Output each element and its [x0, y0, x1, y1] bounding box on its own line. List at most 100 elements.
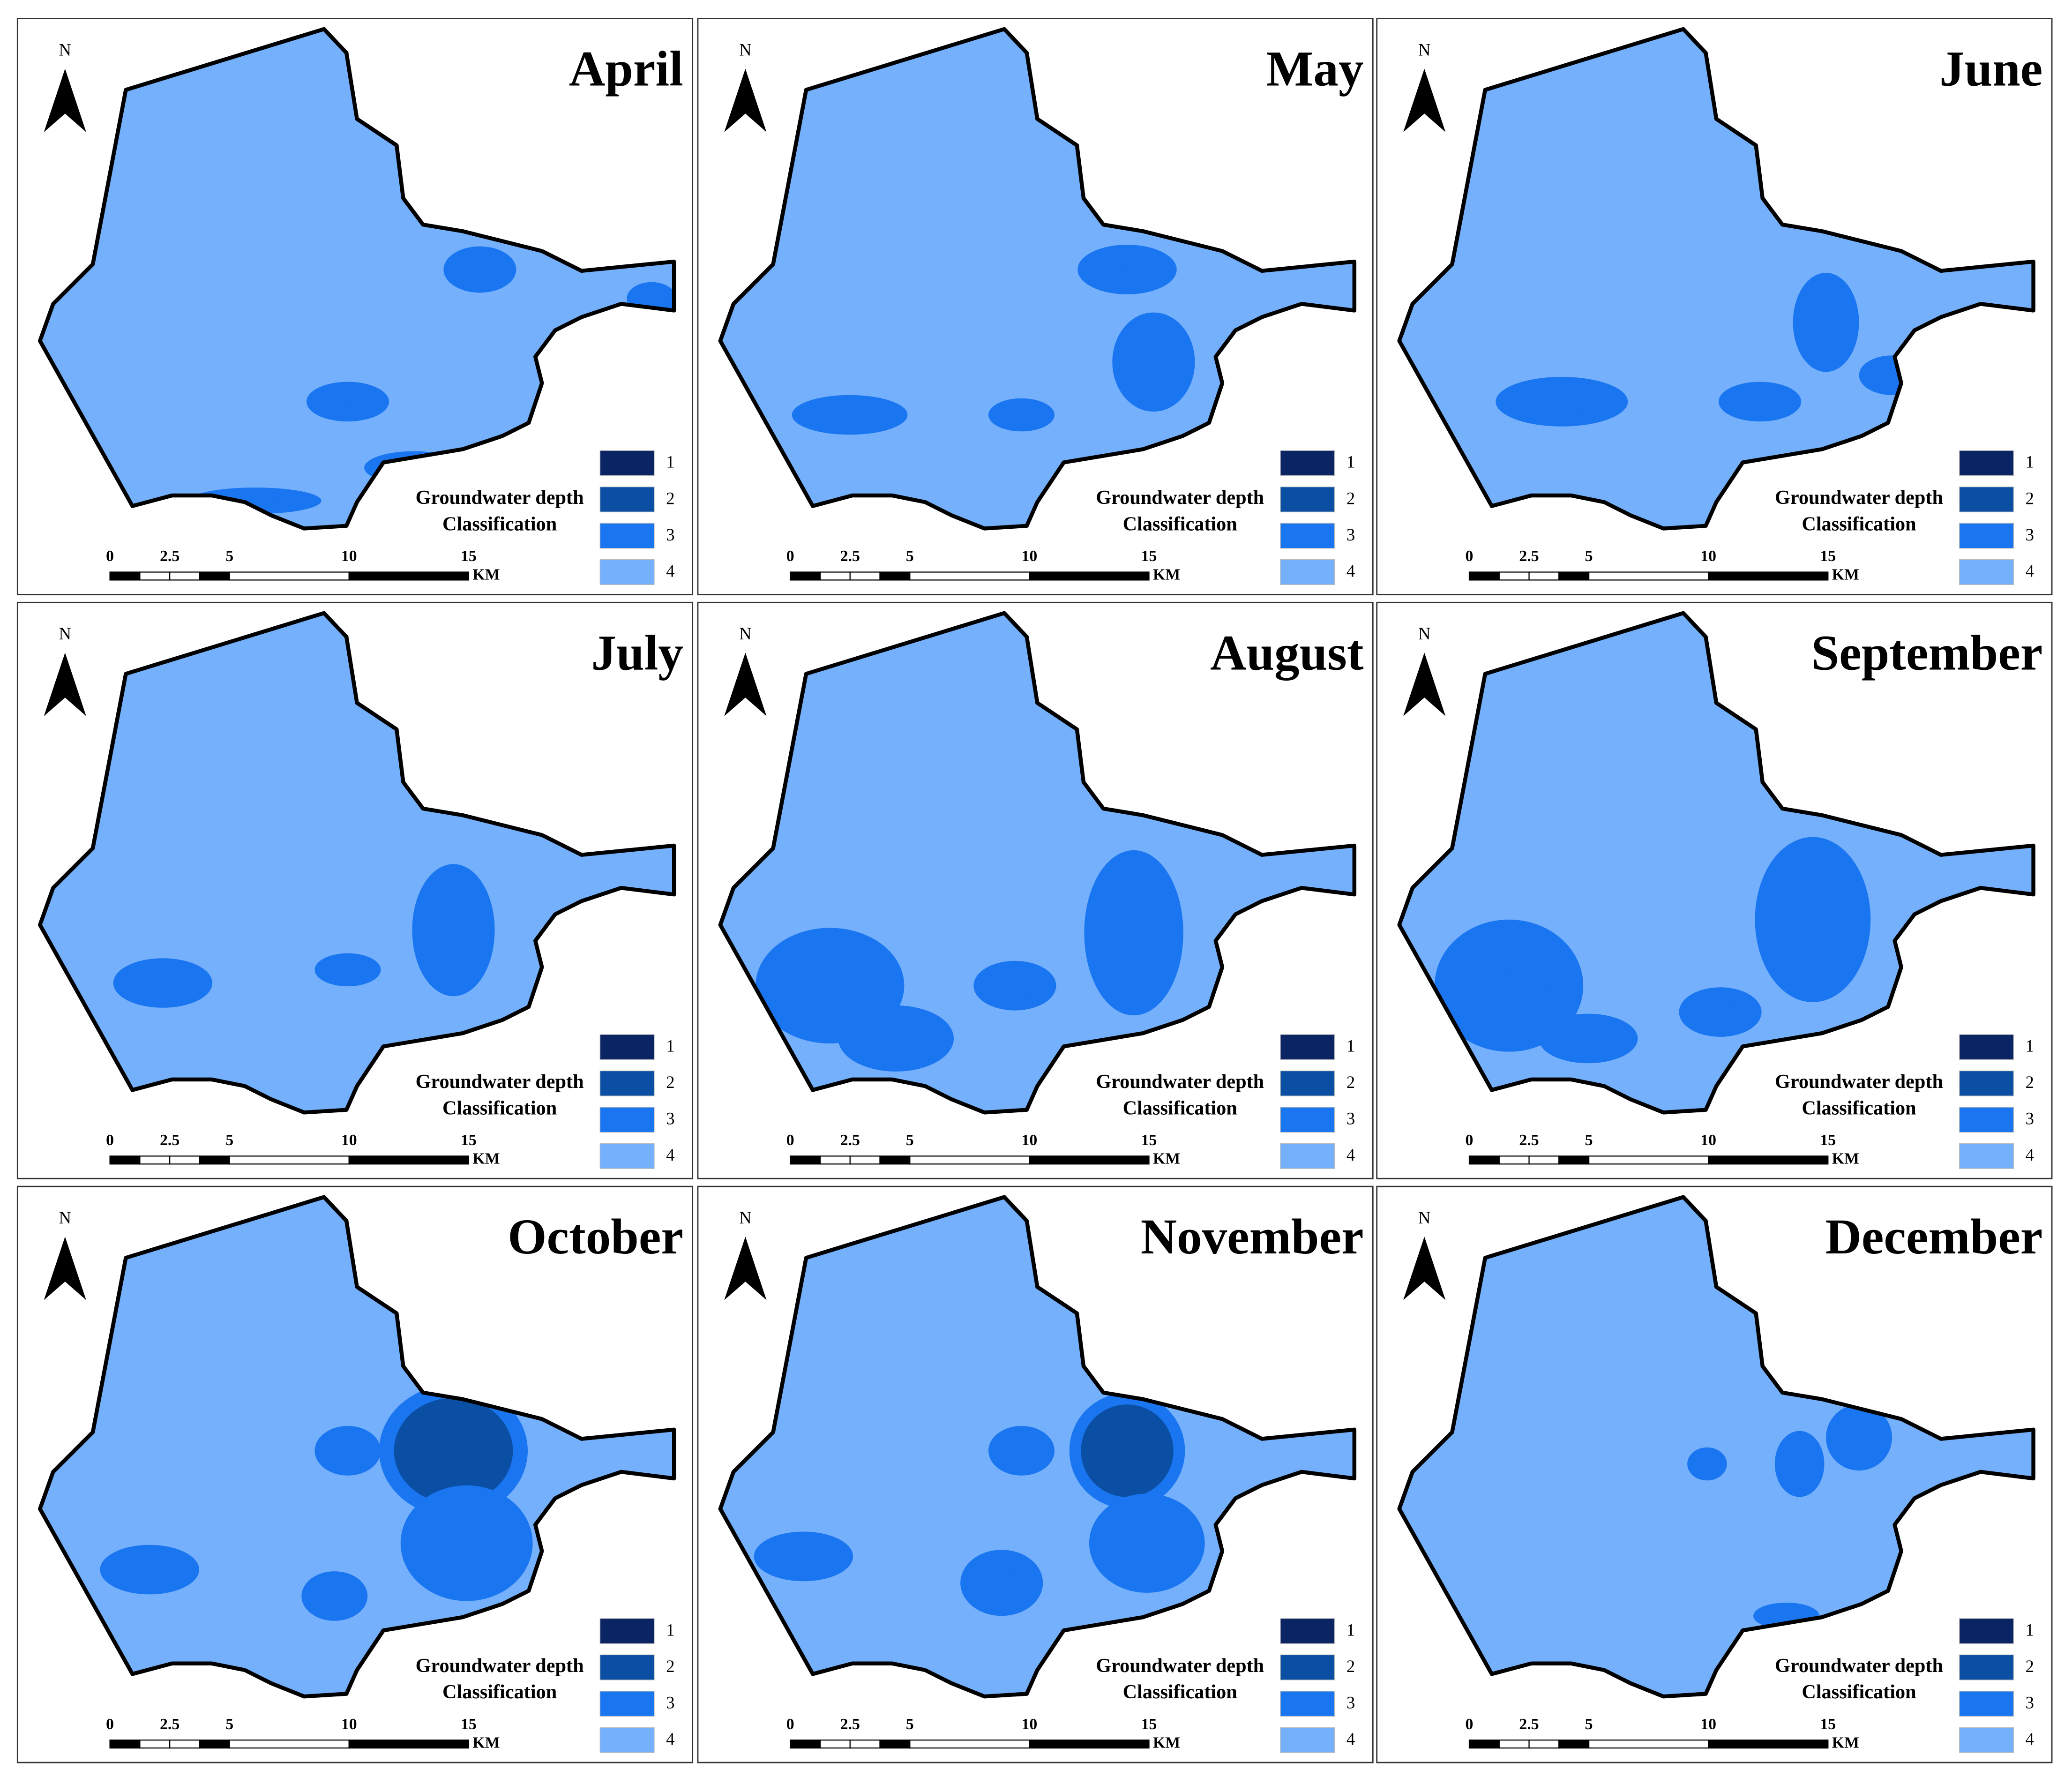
panel-title: June — [1939, 41, 2042, 97]
scale-label: 2.5 — [1519, 1716, 1539, 1733]
legend-label: 3 — [1346, 1109, 1355, 1128]
legend-swatch — [1959, 1143, 2014, 1169]
north-arrow — [724, 68, 767, 132]
legend-title: Groundwater depth — [416, 487, 584, 509]
legend-title: Classification — [442, 1097, 557, 1119]
legend-label: 2 — [1346, 1657, 1355, 1676]
scale-segment — [1528, 571, 1560, 581]
depth-patch — [1130, 906, 1162, 960]
legend-label: 1 — [1346, 1620, 1355, 1639]
scale-segment — [109, 571, 141, 581]
legend-label: 1 — [2026, 452, 2034, 472]
scale-segment — [849, 571, 881, 581]
scale-segment — [348, 1155, 470, 1165]
depth-patch — [799, 1548, 831, 1565]
map-panel: July N 1 2 3 4 Groundwater depth Classification… — [16, 601, 694, 1179]
legend-label: 4 — [2026, 1729, 2034, 1748]
north-label: N — [59, 40, 71, 59]
scale-unit: KM — [472, 566, 500, 584]
map-panel: May N 1 2 3 4 Groundwater depth Classification 0… — [697, 18, 1374, 595]
legend-title: Classification — [1123, 1681, 1237, 1703]
legend-swatch — [599, 486, 655, 512]
boundary — [38, 1195, 676, 1699]
scale-segment — [109, 1155, 141, 1165]
north-arrow — [1403, 1237, 1446, 1300]
legend-title: Groundwater depth — [1096, 487, 1264, 509]
scale-segment — [879, 1740, 911, 1749]
legend-swatch — [599, 1691, 655, 1717]
legend-title: Groundwater depth — [1775, 1655, 1943, 1677]
scale-unit: KM — [1153, 1150, 1180, 1168]
legend-label: 3 — [2026, 1109, 2034, 1128]
depth-patch — [1808, 893, 1845, 946]
legend-swatch — [1959, 1070, 2014, 1096]
scale-label: 0 — [786, 1716, 794, 1733]
scale-unit: KM — [1832, 1150, 1859, 1168]
panel-title: July — [591, 625, 683, 681]
legend-label: 4 — [666, 561, 674, 580]
legend-title: Classification — [1802, 1681, 1916, 1703]
scale-label: 15 — [1820, 548, 1836, 565]
study-area — [40, 29, 674, 529]
legend-swatch — [1959, 486, 2014, 512]
legend-title: Groundwater depth — [416, 1071, 584, 1093]
boundary — [718, 27, 1357, 531]
legend-label: 3 — [2026, 1693, 2034, 1712]
legend-swatch — [1959, 1654, 2014, 1680]
depth-patch — [1717, 1004, 1743, 1020]
legend-title: Groundwater depth — [1096, 1655, 1264, 1677]
depth-patch — [1856, 1427, 1878, 1448]
depth-patch — [394, 1398, 513, 1504]
legend-label: 1 — [1346, 452, 1355, 472]
depth-patch — [1823, 306, 1845, 338]
scale-label: 10 — [1022, 1716, 1038, 1733]
scale-label: 10 — [1700, 1132, 1716, 1149]
scale-segment — [879, 571, 911, 581]
legend-label: 3 — [1346, 1693, 1355, 1712]
depth-patch — [332, 1588, 353, 1604]
boundary — [1397, 27, 2035, 531]
scale-label: 5 — [1585, 1132, 1593, 1149]
north-label: N — [739, 624, 751, 643]
depth-patch — [477, 262, 501, 277]
legend-title: Groundwater depth — [416, 1655, 584, 1677]
legend-label: 4 — [666, 1145, 674, 1164]
scale-segment — [909, 1740, 1030, 1749]
scale-label: 10 — [1022, 1132, 1038, 1149]
north-label: N — [59, 1208, 71, 1227]
scale-label: 2.5 — [160, 1716, 180, 1733]
boundary — [718, 611, 1357, 1115]
scale-label: 5 — [225, 548, 233, 565]
depth-patch — [1503, 964, 1551, 1007]
panel-title: August — [1210, 625, 1364, 681]
study-area — [1399, 1197, 2034, 1697]
panel-title: November — [1141, 1209, 1364, 1265]
scale-label: 15 — [1141, 1716, 1157, 1733]
depth-patch — [461, 1524, 504, 1562]
scale-segment — [849, 1155, 881, 1165]
depth-patch — [1142, 1527, 1180, 1560]
depth-patch — [250, 496, 292, 505]
boundary — [38, 27, 676, 531]
scale-label: 15 — [461, 1132, 477, 1149]
scale-unit: KM — [1153, 566, 1180, 584]
legend-label: 2 — [1346, 488, 1355, 508]
legend-swatch — [1280, 450, 1335, 476]
scale-segment — [1468, 1740, 1500, 1749]
legend-title: Classification — [442, 513, 557, 535]
scale-label: 5 — [1585, 548, 1593, 565]
scale-label: 15 — [461, 548, 477, 565]
legend-label: 3 — [1346, 525, 1355, 544]
scale-label: 15 — [1141, 548, 1157, 565]
scale-label: 5 — [1585, 1716, 1593, 1733]
legend-label: 4 — [1346, 1729, 1355, 1748]
scale-label: 15 — [1820, 1716, 1836, 1733]
scale-label: 0 — [786, 1132, 794, 1149]
scale-label: 10 — [1700, 1716, 1716, 1733]
scale-segment — [1588, 1740, 1709, 1749]
legend-label: 4 — [2026, 561, 2034, 580]
legend-swatch — [599, 1070, 655, 1096]
legend-swatch — [599, 450, 655, 476]
scale-segment — [1498, 1740, 1530, 1749]
scale-label: 2.5 — [160, 548, 180, 565]
